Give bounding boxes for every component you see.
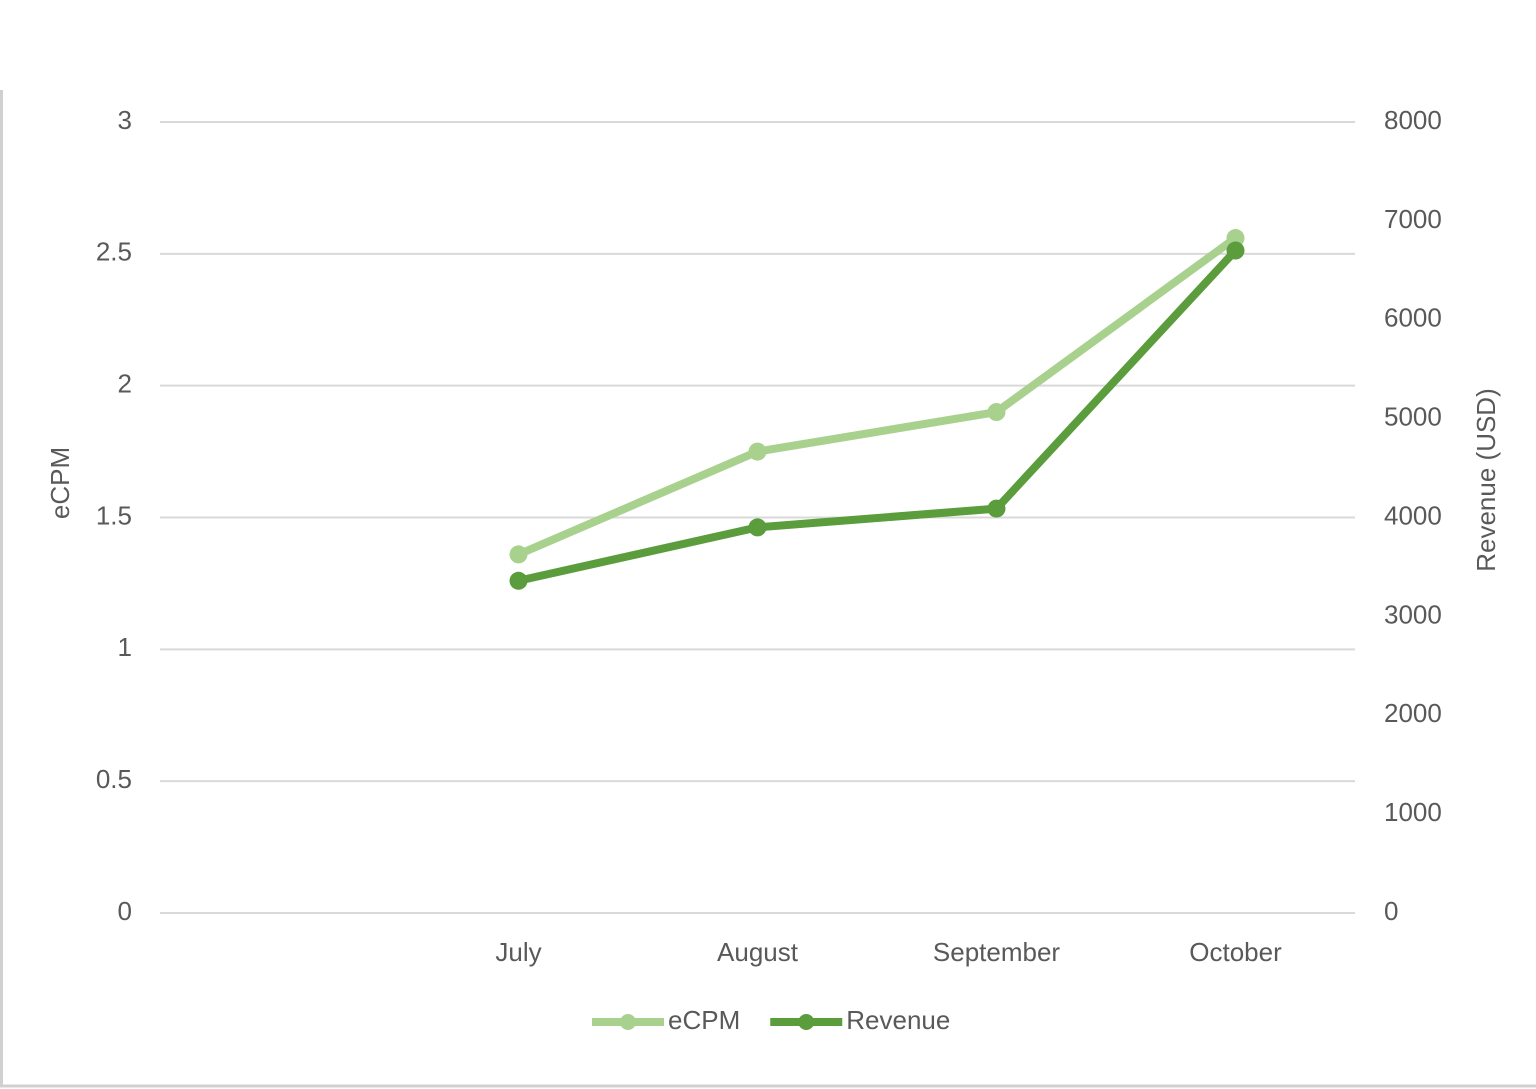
- y2-tick-label: 7000: [1384, 204, 1442, 234]
- y-axis-label: eCPM: [45, 447, 75, 519]
- y2-tick-label: 2000: [1384, 698, 1442, 728]
- marker: [1226, 229, 1245, 248]
- series-line: [514, 234, 1240, 559]
- y2-tick-label: 8000: [1384, 105, 1442, 135]
- x-tick-label: July: [495, 937, 541, 967]
- legend-label: Revenue: [846, 1005, 950, 1035]
- marker: [1226, 241, 1245, 260]
- y-tick-label: 3: [118, 105, 132, 135]
- marker: [987, 403, 1006, 422]
- y2-tick-label: 0: [1384, 896, 1398, 926]
- legend-label: eCPM: [668, 1005, 740, 1035]
- y2-axis-label: Revenue (USD): [1471, 388, 1501, 572]
- marker: [509, 571, 528, 590]
- x-tick-label: September: [933, 937, 1061, 967]
- y-tick-label: 0.5: [96, 764, 132, 794]
- y-tick-label: 0: [118, 896, 132, 926]
- x-tick-label: October: [1189, 937, 1282, 967]
- marker: [748, 442, 767, 461]
- marker: [748, 518, 767, 537]
- legend-marker: [798, 1014, 815, 1030]
- marker: [987, 499, 1006, 518]
- series-line: [514, 246, 1240, 585]
- marker: [509, 545, 528, 564]
- y-tick-label: 2: [118, 369, 132, 399]
- y2-tick-label: 6000: [1384, 303, 1442, 333]
- y2-tick-label: 5000: [1384, 402, 1442, 432]
- y2-tick-label: 1000: [1384, 797, 1442, 827]
- y-tick-label: 1.5: [96, 500, 132, 530]
- x-tick-label: August: [717, 937, 799, 967]
- y2-tick-label: 3000: [1384, 599, 1442, 629]
- y-tick-label: 1: [118, 632, 132, 662]
- y2-tick-label: 4000: [1384, 500, 1442, 530]
- legend-marker: [620, 1014, 636, 1030]
- y-tick-label: 2.5: [96, 237, 132, 267]
